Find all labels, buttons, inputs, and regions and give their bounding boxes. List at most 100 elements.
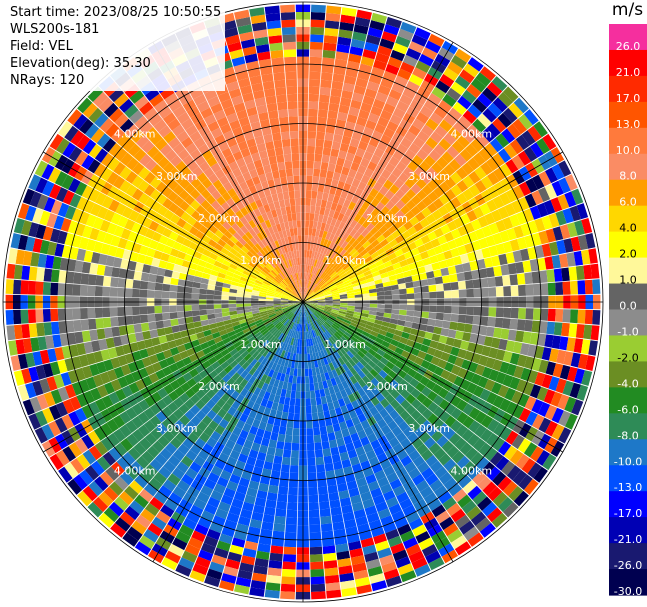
velocity-cell [78, 379, 90, 393]
ring-label: 3.00km [408, 170, 450, 183]
velocity-cell [310, 34, 324, 43]
velocity-cell [178, 272, 188, 281]
velocity-cell [153, 471, 167, 485]
velocity-cell [329, 155, 338, 165]
velocity-cell [569, 382, 581, 399]
velocity-cell [101, 195, 114, 209]
velocity-cell [420, 317, 429, 325]
velocity-cell [227, 406, 237, 416]
velocity-cell [386, 120, 399, 132]
velocity-cell [215, 281, 224, 287]
velocity-cell [78, 211, 90, 225]
velocity-cell [349, 228, 358, 237]
velocity-cell [443, 250, 453, 260]
velocity-cell [280, 316, 287, 323]
velocity-cell [274, 308, 282, 312]
velocity-cell [347, 449, 358, 459]
velocity-cell [470, 511, 487, 526]
velocity-cell [414, 564, 431, 577]
velocity-cell [282, 307, 290, 311]
velocity-cell [191, 304, 200, 311]
velocity-cell [221, 295, 229, 300]
velocity-cell [309, 281, 314, 289]
ray [303, 302, 601, 325]
velocity-cell [444, 362, 455, 373]
velocity-cell [50, 199, 63, 215]
velocity-cell [273, 257, 280, 266]
velocity-cell [87, 430, 101, 445]
velocity-cell [201, 324, 211, 332]
velocity-cell [124, 219, 136, 231]
velocity-cell [343, 435, 353, 445]
velocity-cell [297, 361, 302, 369]
velocity-cell [277, 215, 284, 224]
velocity-cell [291, 292, 298, 298]
velocity-cell [575, 265, 585, 280]
velocity-cell [415, 178, 427, 190]
velocity-cell [314, 206, 321, 215]
velocity-cell [303, 272, 306, 280]
velocity-cell [197, 259, 207, 268]
velocity-cell [225, 326, 235, 334]
velocity-cell [273, 306, 282, 309]
velocity-cell [276, 311, 284, 317]
velocity-cell [485, 357, 496, 369]
velocity-cell [409, 420, 421, 432]
velocity-cell [462, 110, 477, 124]
velocity-cell [252, 312, 261, 317]
velocity-cell [531, 320, 541, 333]
velocity-cell [139, 101, 154, 116]
velocity-cell [533, 466, 548, 483]
velocity-cell [65, 308, 74, 321]
velocity-cell [400, 194, 411, 205]
ring-label: 4.00km [114, 464, 156, 477]
colorbar-tick-label: -17.0 [614, 507, 642, 520]
velocity-cell [233, 255, 242, 263]
velocity-cell [309, 338, 314, 346]
velocity-cell [424, 155, 436, 167]
velocity-cell [392, 107, 406, 119]
velocity-cell [349, 138, 360, 148]
velocity-cell [6, 325, 16, 341]
velocity-cell [221, 392, 231, 403]
velocity-cell [291, 291, 298, 298]
ray [249, 7, 303, 302]
velocity-cell [349, 348, 357, 356]
velocity-cell [324, 208, 331, 217]
velocity-cell [393, 178, 405, 189]
velocity-cell [151, 391, 162, 403]
velocity-cell [491, 512, 508, 528]
velocity-cell [309, 295, 317, 300]
velocity-cell [308, 265, 312, 274]
velocity-cell [106, 222, 118, 235]
velocity-cell [387, 370, 398, 380]
velocity-cell [92, 216, 104, 230]
velocity-cell [283, 245, 289, 253]
velocity-cell [342, 232, 350, 241]
velocity-cell [316, 471, 326, 480]
velocity-cell [512, 469, 527, 486]
velocity-cell [295, 197, 301, 206]
velocity-cell [195, 364, 205, 374]
velocity-cell [271, 354, 278, 363]
velocity-cell [131, 520, 147, 535]
velocity-cell [482, 481, 497, 496]
velocity-cell [338, 104, 350, 114]
velocity-cell [562, 281, 571, 295]
velocity-cell [391, 426, 403, 437]
velocity-cell [167, 413, 179, 425]
velocity-cell [304, 250, 307, 258]
velocity-cell [260, 327, 268, 334]
velocity-cell [132, 429, 145, 442]
velocity-cell [319, 207, 326, 216]
velocity-cell [334, 245, 341, 253]
velocity-cell [385, 393, 395, 404]
velocity-cell [181, 136, 194, 149]
velocity-cell [474, 424, 487, 438]
velocity-cell [206, 304, 214, 310]
velocity-cell [492, 491, 508, 507]
ring-label: 1.00km [324, 254, 366, 267]
velocity-cell [341, 166, 350, 176]
velocity-cell [200, 342, 209, 350]
velocity-cell [532, 414, 545, 430]
